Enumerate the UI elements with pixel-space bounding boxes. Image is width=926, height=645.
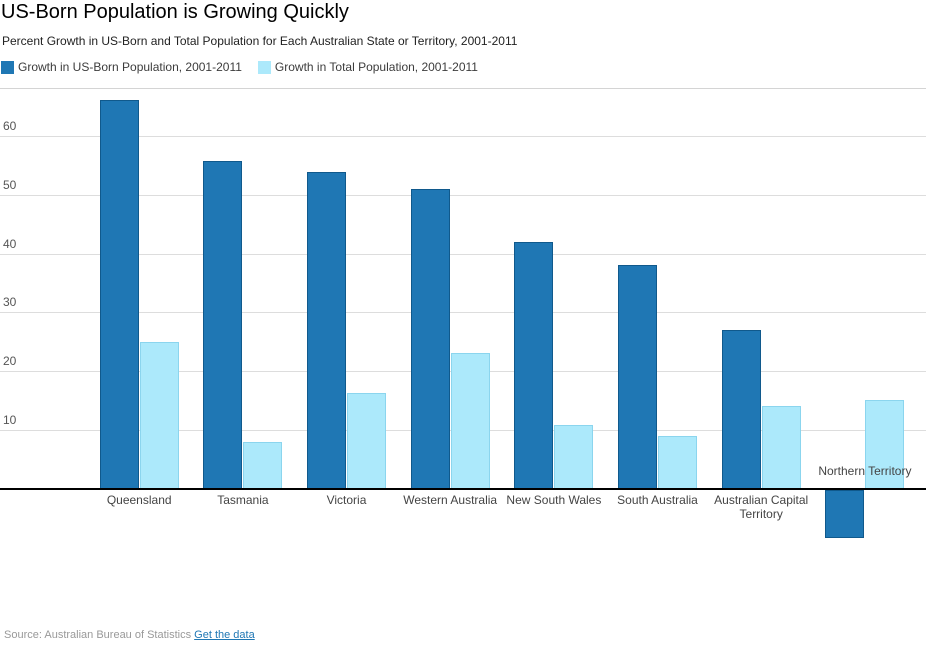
x-category-label-tasmania: Tasmania [217, 493, 269, 507]
bar-us-born-australian-capital-territory [721, 329, 761, 489]
bar-total-new-south-wales [554, 425, 594, 489]
legend-swatch-us-born [1, 60, 14, 74]
y-tick-label-50: 50 [3, 177, 17, 192]
legend-item-us-born: Growth in US-Born Population, 2001-2011 [1, 60, 242, 74]
gridline-50 [0, 194, 926, 196]
source-text: Source: Australian Bureau of Statistics [4, 629, 195, 641]
bar-total-tasmania [243, 441, 283, 489]
x-category-label-australian-capital-territory: Australian Capital Territory [714, 493, 809, 521]
bar-us-born-western-australia [410, 188, 450, 489]
legend: Growth in US-Born Population, 2001-2011 … [1, 60, 494, 74]
bar-us-born-south-australia [618, 265, 657, 489]
bar-us-born-new-south-wales [514, 241, 554, 489]
bar-us-born-victoria [307, 171, 346, 489]
gridline-60 [0, 135, 926, 137]
plot-top-border [0, 88, 926, 89]
legend-label-us-born: Growth in US-Born Population, 2001-2011 [18, 60, 242, 74]
chart-subtitle: Percent Growth in US-Born and Total Popu… [2, 34, 518, 48]
x-category-label-queensland: Queensland [106, 493, 172, 507]
bar-total-south-australia [658, 436, 697, 489]
y-tick-label-20: 20 [3, 354, 17, 368]
bar-total-victoria [347, 393, 386, 489]
x-axis-line [0, 488, 926, 490]
legend-label-total: Growth in Total Population, 2001-2011 [274, 60, 478, 74]
x-category-label-south-australia: South Australia [617, 493, 698, 507]
bar-total-western-australia [450, 353, 490, 489]
gridline-30 [0, 312, 926, 314]
y-tick-label-40: 40 [3, 236, 17, 251]
get-the-data-link[interactable]: Get the data [194, 629, 255, 641]
y-tick-label-30: 30 [3, 295, 17, 310]
bar-us-born-queensland [99, 100, 139, 489]
legend-swatch-total [257, 60, 271, 74]
y-tick-label-60: 60 [3, 118, 17, 133]
legend-item-total: Growth in Total Population, 2001-2011 [257, 60, 478, 74]
bar-us-born-northern-territory [825, 490, 865, 539]
x-category-label-northern-territory: Northern Territory [818, 464, 912, 478]
y-tick-label-10: 10 [3, 412, 17, 427]
x-category-label-western-australia: Western Australia [403, 493, 498, 507]
source-line: Source: Australian Bureau of Statistics … [4, 629, 255, 641]
bar-total-queensland [139, 342, 179, 489]
x-category-label-victoria: Victoria [326, 493, 367, 507]
gridline-40 [0, 253, 926, 255]
x-category-label-new-south-wales: New South Wales [506, 493, 602, 507]
bar-us-born-tasmania [203, 160, 243, 489]
chart-title: US-Born Population is Growing Quickly [1, 1, 349, 23]
